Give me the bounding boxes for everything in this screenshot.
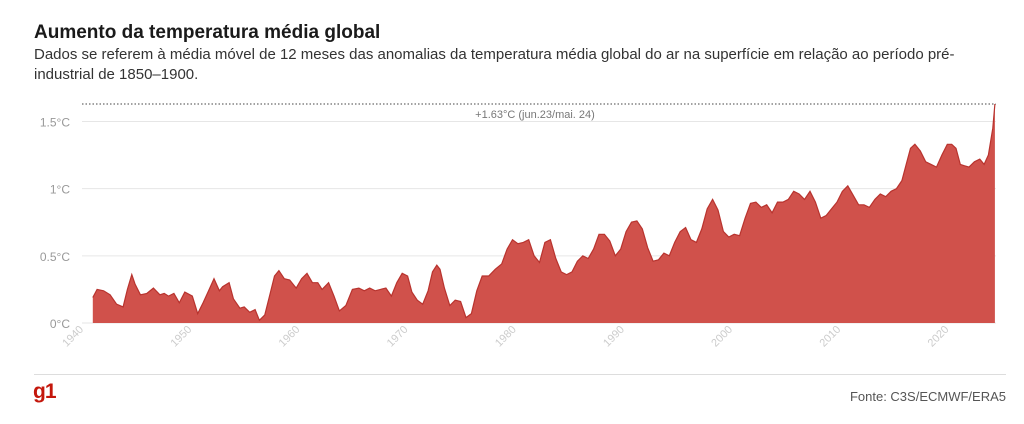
x-tick: 1990 bbox=[601, 324, 627, 350]
x-tick-label: 2020 bbox=[926, 324, 952, 350]
x-tick-label: 1950 bbox=[168, 324, 194, 350]
y-tick-label: 1.5°C bbox=[40, 115, 70, 129]
x-tick-label: 2000 bbox=[709, 324, 735, 350]
x-tick: 2000 bbox=[709, 324, 735, 350]
record-annotation: +1.63°C (jun.23/mai. 24) bbox=[475, 109, 595, 121]
g1-logo[interactable]: g1 bbox=[33, 380, 56, 403]
temperature-line bbox=[92, 103, 996, 322]
x-tick: 1980 bbox=[493, 324, 519, 350]
chart-subtitle: Dados se referem à média móvel de 12 mes… bbox=[34, 46, 955, 83]
x-tick: 2010 bbox=[817, 324, 843, 350]
temperature-area bbox=[92, 104, 995, 323]
footer-divider bbox=[34, 374, 1006, 375]
chart-title: Aumento da temperatura média global bbox=[34, 22, 381, 43]
source-credit: Fonte: C3S/ECMWF/ERA5 bbox=[849, 389, 1006, 404]
y-tick-label: 1°C bbox=[50, 183, 70, 197]
x-tick-label: 1980 bbox=[493, 324, 519, 350]
x-tick-label: 1990 bbox=[601, 324, 627, 350]
x-tick-label: 1970 bbox=[385, 324, 411, 350]
x-tick: 1950 bbox=[168, 324, 194, 350]
y-tick-label: 0°C bbox=[50, 317, 70, 331]
x-tick-label: 1960 bbox=[277, 324, 303, 350]
x-tick: 1970 bbox=[385, 324, 411, 350]
x-tick-label: 2010 bbox=[817, 324, 843, 350]
y-tick-label: 0.5°C bbox=[40, 250, 70, 264]
x-tick: 1960 bbox=[277, 324, 303, 350]
x-tick: 2020 bbox=[926, 324, 952, 350]
